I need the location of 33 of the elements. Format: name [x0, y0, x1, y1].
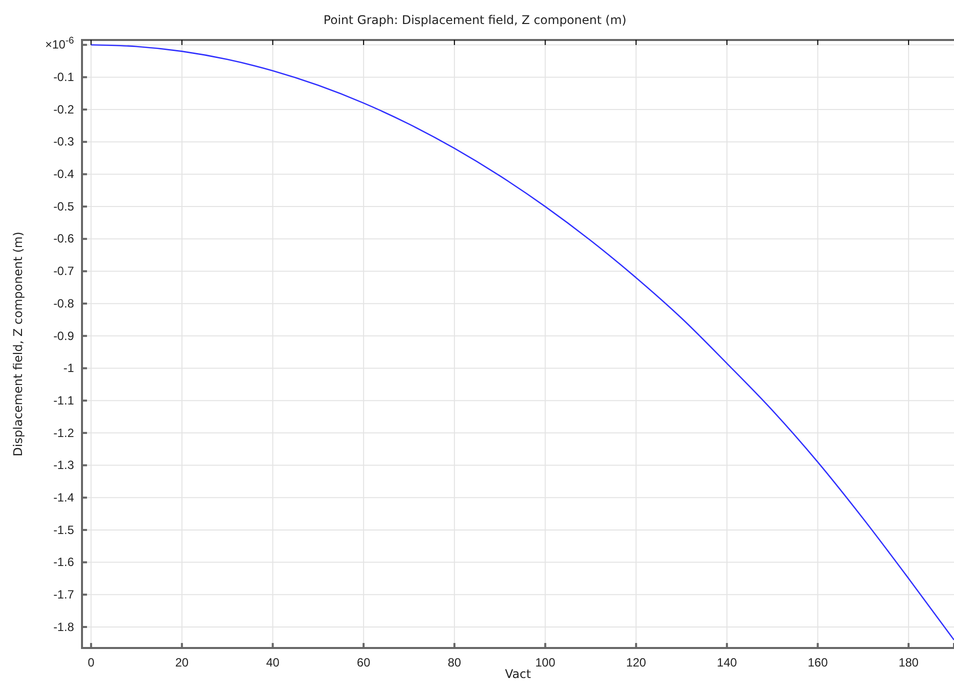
x-axis-title: Vact — [505, 667, 532, 681]
x-tick-label: 160 — [808, 656, 828, 670]
y-tick-label: -0.2 — [53, 102, 74, 116]
y-tick-label: -0.9 — [53, 328, 74, 343]
y-tick-label: -1.1 — [53, 393, 74, 408]
x-tick-label: 120 — [626, 656, 646, 670]
y-tick-label: ×10$^{-6}$ — [45, 35, 74, 52]
y-tick-label: -1.6 — [53, 555, 74, 570]
y-tick-label: -0.8 — [53, 296, 74, 310]
x-tick-label: 0 — [88, 656, 95, 670]
y-tick-label: -1.3 — [53, 458, 74, 472]
y-tick-label: -1 — [63, 361, 74, 376]
y-tick-label: -0.3 — [53, 134, 74, 149]
y-tick-label: -1.8 — [53, 620, 74, 634]
x-tick-label: 140 — [716, 656, 738, 670]
chart-title: Point Graph: Displacement field, Z component (m) — [324, 13, 626, 27]
x-tick-label: 100 — [535, 656, 556, 670]
y-tick-label: -0.4 — [53, 167, 74, 182]
y-tick-label: -0.1 — [53, 70, 74, 84]
y-tick-label: -1.2 — [53, 426, 74, 440]
x-tick-label: 180 — [898, 656, 919, 670]
line-series — [90, 44, 954, 641]
y-tick-label: -1.4 — [53, 490, 74, 504]
y-tick-label: -1.7 — [53, 587, 74, 602]
y-tick-label: -1.5 — [53, 522, 74, 537]
x-tick-label: 60 — [356, 656, 371, 670]
y-tick-label: -0.6 — [53, 232, 74, 246]
x-tick-label: 20 — [175, 656, 189, 670]
y-axis-title: Displacement field, Z component (m) — [11, 232, 25, 456]
x-tick-label: 40 — [266, 656, 280, 670]
y-tick-label: -0.7 — [53, 264, 74, 278]
x-tick-label: 80 — [448, 656, 462, 670]
y-tick-label: -0.5 — [53, 199, 74, 214]
